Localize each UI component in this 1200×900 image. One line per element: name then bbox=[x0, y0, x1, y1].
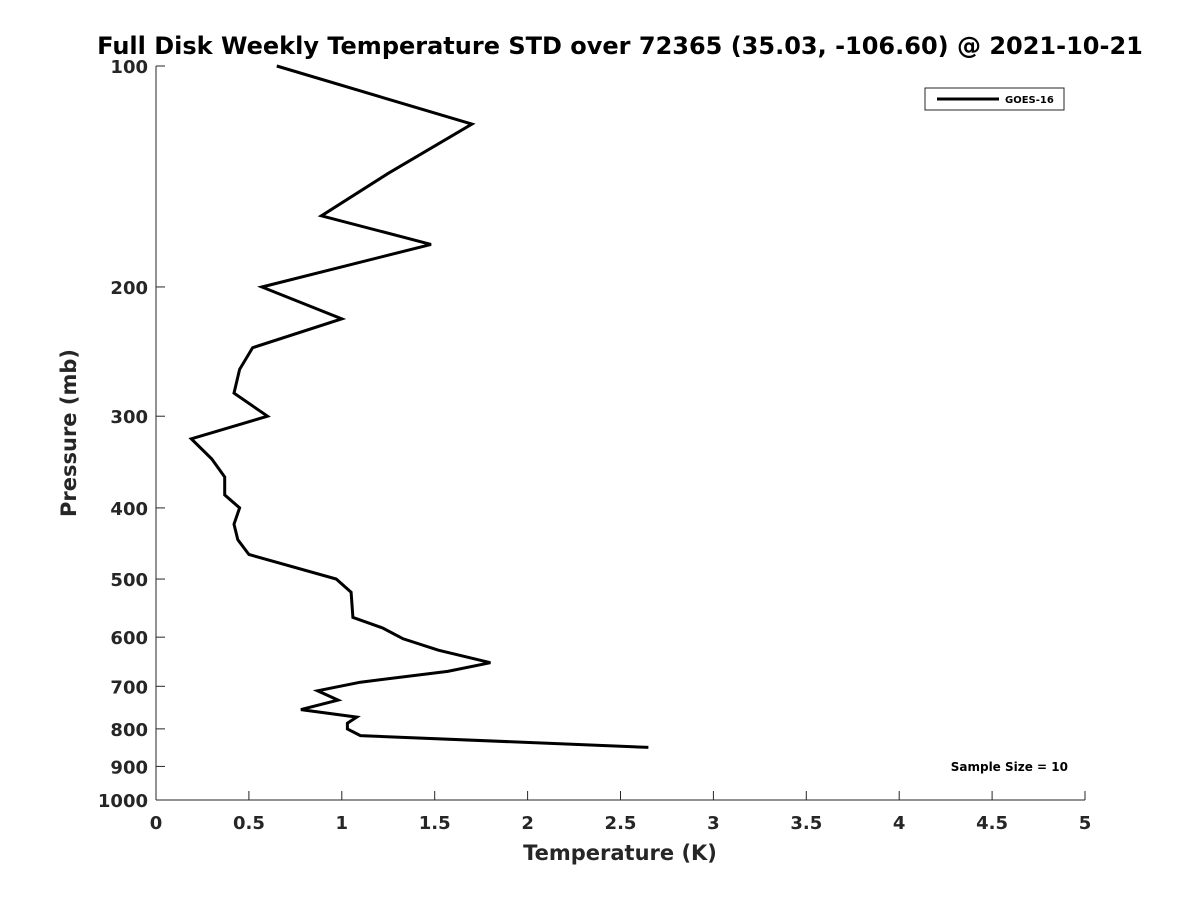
x-tick-label: 4.5 bbox=[976, 813, 1008, 834]
y-tick-label: 900 bbox=[110, 757, 148, 778]
legend: GOES-16 bbox=[924, 87, 1065, 111]
y-axis-label: Pressure (mb) bbox=[57, 349, 81, 517]
x-tick-label: 3.5 bbox=[790, 813, 822, 834]
x-tick-label: 0.5 bbox=[233, 813, 265, 834]
chart-title: Full Disk Weekly Temperature STD over 72… bbox=[97, 32, 1143, 60]
series-layer bbox=[188, 64, 649, 749]
y-tick-label: 100 bbox=[110, 57, 148, 78]
y-tick-label: 1000 bbox=[98, 791, 148, 812]
y-tick-label: 800 bbox=[110, 720, 148, 741]
y-ticks: 100 200 300 400 500 600 700 800 900 1000 bbox=[98, 57, 165, 812]
series-line-goes-16 bbox=[188, 64, 649, 749]
x-tick-label: 2.5 bbox=[605, 813, 637, 834]
y-tick-label: 700 bbox=[110, 677, 148, 698]
sample-size-annotation: Sample Size = 10 bbox=[951, 760, 1068, 774]
y-tick-label: 500 bbox=[110, 570, 148, 591]
x-tick-label: 4 bbox=[893, 813, 906, 834]
legend-label-goes-16: GOES-16 bbox=[1005, 95, 1054, 106]
x-tick-label: 1 bbox=[336, 813, 349, 834]
y-tick-label: 300 bbox=[110, 407, 148, 428]
x-tick-label: 0 bbox=[150, 813, 163, 834]
x-tick-label: 3 bbox=[707, 813, 720, 834]
x-tick-label: 5 bbox=[1079, 813, 1092, 834]
x-tick-label: 1.5 bbox=[419, 813, 451, 834]
y-tick-label: 600 bbox=[110, 628, 148, 649]
y-tick-label: 200 bbox=[110, 278, 148, 299]
x-tick-label: 2 bbox=[521, 813, 534, 834]
y-tick-label: 400 bbox=[110, 499, 148, 520]
x-ticks: 0 0.5 1 1.5 2 2.5 3 3.5 4 4.5 5 bbox=[150, 791, 1092, 834]
x-axis-label: Temperature (K) bbox=[523, 841, 717, 865]
